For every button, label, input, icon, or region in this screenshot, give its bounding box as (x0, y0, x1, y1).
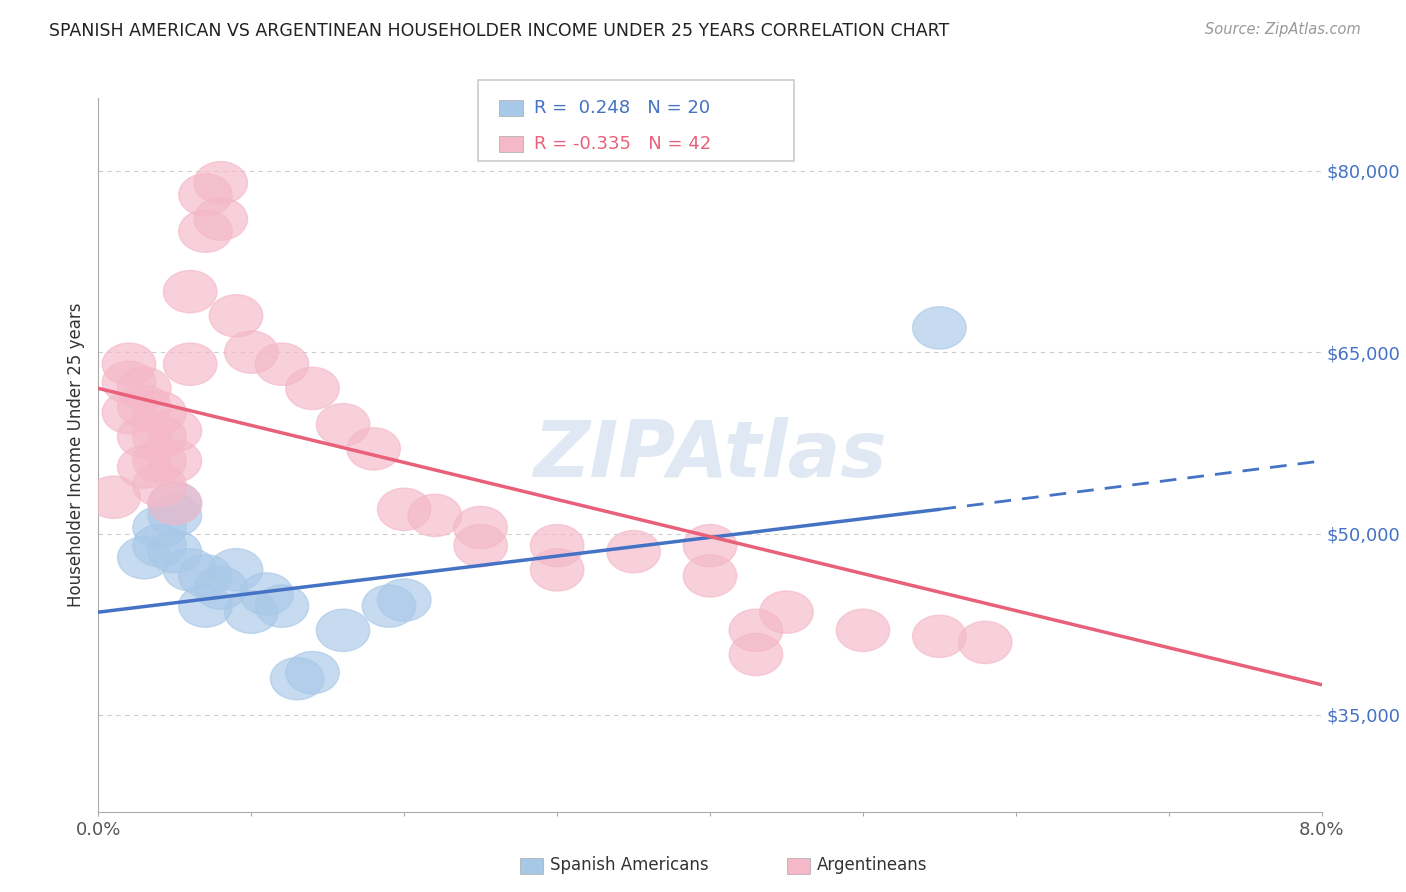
Ellipse shape (454, 507, 508, 549)
Ellipse shape (912, 307, 966, 349)
Ellipse shape (163, 549, 217, 591)
Text: SPANISH AMERICAN VS ARGENTINEAN HOUSEHOLDER INCOME UNDER 25 YEARS CORRELATION CH: SPANISH AMERICAN VS ARGENTINEAN HOUSEHOL… (49, 22, 949, 40)
Ellipse shape (118, 416, 172, 458)
Ellipse shape (225, 331, 278, 373)
Ellipse shape (759, 591, 813, 633)
Text: Argentineans: Argentineans (817, 856, 928, 874)
Ellipse shape (194, 198, 247, 240)
Ellipse shape (118, 368, 172, 409)
Ellipse shape (209, 294, 263, 337)
Ellipse shape (148, 440, 201, 483)
Ellipse shape (87, 476, 141, 518)
Ellipse shape (118, 537, 172, 579)
Ellipse shape (179, 555, 232, 597)
Ellipse shape (179, 210, 232, 252)
Ellipse shape (194, 566, 247, 609)
Text: R =  0.248   N = 20: R = 0.248 N = 20 (534, 99, 710, 117)
Ellipse shape (179, 174, 232, 216)
Ellipse shape (148, 483, 201, 524)
Ellipse shape (530, 524, 583, 566)
Ellipse shape (377, 579, 432, 621)
Ellipse shape (363, 585, 416, 627)
Ellipse shape (530, 549, 583, 591)
Ellipse shape (148, 483, 201, 524)
Text: ZIPAtlas: ZIPAtlas (533, 417, 887, 493)
Ellipse shape (683, 555, 737, 597)
Ellipse shape (959, 621, 1012, 664)
Ellipse shape (254, 585, 309, 627)
Ellipse shape (254, 343, 309, 385)
Ellipse shape (408, 494, 461, 537)
Ellipse shape (837, 609, 890, 651)
Ellipse shape (179, 585, 232, 627)
Ellipse shape (132, 524, 187, 566)
Ellipse shape (148, 409, 201, 452)
Y-axis label: Householder Income Under 25 years: Householder Income Under 25 years (66, 302, 84, 607)
Ellipse shape (118, 446, 172, 488)
Ellipse shape (132, 392, 187, 434)
Ellipse shape (163, 343, 217, 385)
Ellipse shape (132, 464, 187, 507)
Ellipse shape (377, 488, 432, 531)
Ellipse shape (316, 609, 370, 651)
Text: Spanish Americans: Spanish Americans (550, 856, 709, 874)
Ellipse shape (607, 531, 661, 573)
Ellipse shape (132, 440, 187, 483)
Ellipse shape (347, 427, 401, 470)
Ellipse shape (730, 633, 783, 675)
Ellipse shape (209, 549, 263, 591)
Ellipse shape (103, 343, 156, 385)
Ellipse shape (148, 494, 201, 537)
Ellipse shape (683, 524, 737, 566)
Ellipse shape (163, 270, 217, 313)
Ellipse shape (240, 573, 294, 615)
Ellipse shape (132, 507, 187, 549)
Ellipse shape (103, 392, 156, 434)
Ellipse shape (730, 609, 783, 651)
Ellipse shape (225, 591, 278, 633)
Ellipse shape (118, 385, 172, 427)
Ellipse shape (103, 361, 156, 403)
Ellipse shape (285, 368, 339, 409)
Ellipse shape (194, 161, 247, 204)
Ellipse shape (316, 403, 370, 446)
Text: Source: ZipAtlas.com: Source: ZipAtlas.com (1205, 22, 1361, 37)
Ellipse shape (132, 416, 187, 458)
Text: R = -0.335   N = 42: R = -0.335 N = 42 (534, 135, 711, 153)
Ellipse shape (270, 657, 323, 700)
Ellipse shape (912, 615, 966, 657)
Ellipse shape (148, 531, 201, 573)
Ellipse shape (454, 524, 508, 566)
Ellipse shape (285, 651, 339, 694)
